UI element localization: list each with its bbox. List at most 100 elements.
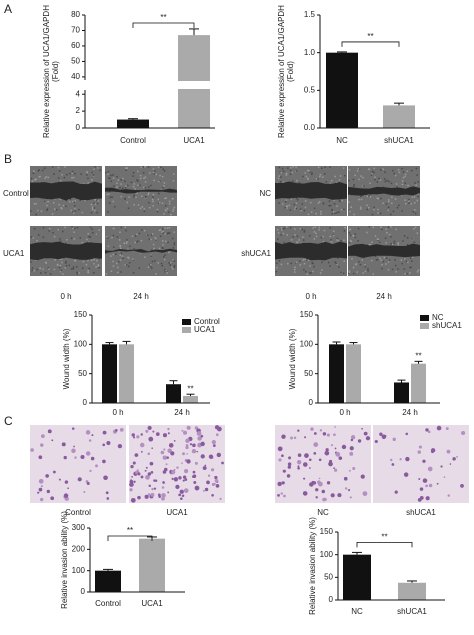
- y-tick-label: 50: [324, 572, 333, 581]
- cell: [461, 430, 466, 436]
- photo-texture: [336, 237, 338, 240]
- photo-texture: [278, 202, 280, 204]
- photo-texture: [352, 178, 355, 181]
- y-axis-label: Relative invasion ability (%): [308, 517, 317, 615]
- cell: [315, 496, 318, 499]
- photo-texture: [307, 177, 309, 180]
- photo-texture: [35, 178, 37, 181]
- photo-texture: [339, 200, 341, 203]
- cell: [166, 456, 169, 459]
- photo-texture: [311, 262, 313, 264]
- photo-texture: [46, 208, 49, 210]
- legend-label: UCA1: [194, 325, 216, 334]
- photo-texture: [173, 264, 176, 267]
- photo-texture: [141, 195, 143, 197]
- photo-texture: [169, 261, 172, 264]
- category-label: 0 h: [339, 408, 350, 417]
- photo-texture: [119, 244, 121, 247]
- photo-texture: [404, 202, 407, 205]
- invasion-photo: [373, 425, 469, 503]
- photo-texture: [362, 185, 364, 187]
- photo-texture: [140, 166, 143, 169]
- photo-texture: [296, 241, 299, 244]
- photo-texture: [127, 184, 129, 187]
- cell: [129, 488, 133, 492]
- photo-texture: [390, 236, 392, 238]
- photo-texture: [72, 267, 75, 270]
- photo-texture: [74, 200, 76, 202]
- photo-texture: [89, 226, 92, 229]
- photo-texture: [374, 255, 377, 258]
- cell: [440, 465, 443, 468]
- cell: [161, 493, 166, 498]
- cell: [149, 461, 154, 466]
- photo-texture: [107, 173, 109, 175]
- photo-texture: [394, 198, 397, 200]
- cell: [213, 482, 216, 485]
- photo-texture: [378, 241, 381, 243]
- photo-texture: [276, 181, 278, 184]
- photo-texture: [409, 257, 412, 259]
- photo-texture: [163, 170, 166, 172]
- photo-texture: [132, 186, 135, 188]
- photo-texture: [76, 226, 79, 229]
- photo-texture: [371, 259, 373, 262]
- photo-texture: [381, 228, 383, 231]
- photo-texture: [276, 262, 278, 265]
- cell: [449, 463, 452, 465]
- photo-texture: [165, 209, 167, 212]
- photo-texture: [367, 269, 369, 272]
- photo-texture: [62, 204, 65, 207]
- photo-texture: [94, 209, 96, 212]
- cell: [357, 439, 362, 443]
- photo-texture: [165, 269, 167, 272]
- cell: [148, 484, 151, 488]
- photo-texture: [398, 171, 401, 174]
- photo-texture: [277, 238, 279, 240]
- photo-texture: [334, 261, 336, 263]
- cell: [348, 469, 351, 472]
- photo-texture: [56, 263, 59, 266]
- photo-texture: [348, 270, 351, 272]
- photo-texture: [397, 168, 400, 171]
- cell: [296, 459, 302, 465]
- photo-texture: [311, 172, 313, 174]
- cell: [310, 427, 314, 431]
- y-tick-label: 0: [76, 123, 81, 132]
- photo-texture: [359, 206, 362, 209]
- photo-texture: [396, 206, 399, 209]
- photo-texture: [303, 209, 306, 212]
- photo-texture: [137, 184, 139, 187]
- cell: [334, 447, 337, 450]
- category-label: shUCA1: [397, 607, 427, 616]
- cell: [318, 481, 323, 487]
- photo-texture: [329, 166, 331, 168]
- photo-texture: [53, 235, 56, 238]
- photo-texture: [120, 271, 122, 273]
- cell: [130, 497, 136, 503]
- cell: [85, 430, 91, 435]
- photo-texture: [67, 198, 70, 201]
- photo-texture: [148, 263, 151, 266]
- photo-texture: [110, 255, 112, 257]
- photo-texture: [408, 200, 410, 202]
- photo-texture: [71, 170, 74, 173]
- cell: [163, 448, 166, 451]
- cell: [430, 450, 435, 454]
- photo-texture: [280, 176, 282, 178]
- photo-texture: [390, 243, 392, 245]
- photo-texture: [413, 241, 416, 244]
- cell: [325, 448, 329, 452]
- photo-texture: [35, 203, 37, 205]
- photo-texture: [120, 179, 123, 181]
- photo-texture: [369, 193, 372, 196]
- photo-texture: [310, 272, 312, 274]
- photo-texture: [112, 234, 115, 237]
- photo-texture: [292, 236, 294, 238]
- legend-label: NC: [432, 313, 444, 322]
- photo-texture: [338, 211, 340, 213]
- photo-texture: [116, 271, 119, 274]
- cell: [182, 479, 185, 482]
- cell: [330, 493, 335, 498]
- photo-texture: [64, 267, 67, 269]
